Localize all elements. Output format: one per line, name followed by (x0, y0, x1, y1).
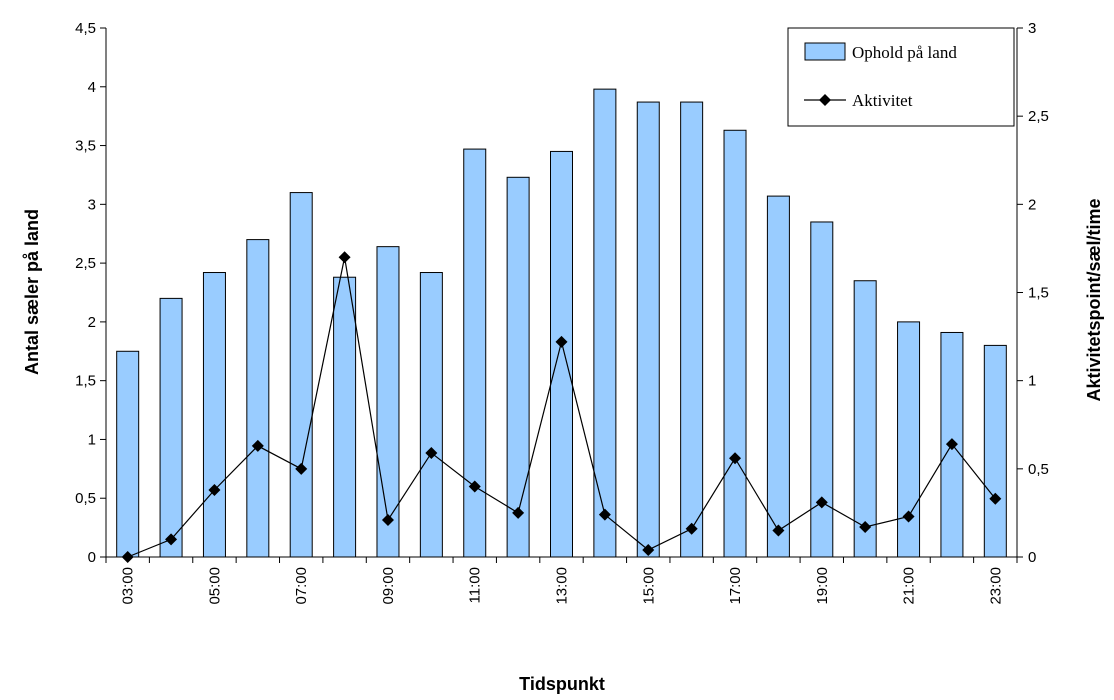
bar-05:00 (202, 272, 226, 558)
x-tick-label: 07:00 (293, 567, 310, 605)
aktivitet-point-16:00 (685, 522, 698, 535)
bar-06:00 (246, 239, 270, 558)
aktivitet-point-03:00 (121, 551, 134, 563)
bar-series (116, 88, 1007, 558)
y-tick-label: 2,5 (75, 255, 96, 272)
y2-tick-label: 1,5 (1028, 285, 1049, 302)
y-tick-label: 4 (88, 79, 96, 96)
y2-tick-label: 2,5 (1028, 108, 1049, 125)
y-axis-title: Antal sæler på land (22, 209, 42, 375)
bar-14:00 (593, 88, 617, 558)
aktivitet-point-20:00 (859, 521, 872, 534)
y-tick-label: 0,5 (75, 490, 96, 507)
y-tick-label: 2 (88, 314, 96, 331)
x-axis-title: Tidspunkt (519, 674, 605, 694)
x-tick-label: 03:00 (120, 567, 137, 605)
bar-16:00 (680, 101, 704, 558)
legend-swatch-ophold (804, 42, 846, 61)
bar-18:00 (766, 195, 790, 558)
legend-marker-aktivitet (819, 94, 831, 106)
x-tick-label: 17:00 (727, 567, 744, 605)
aktivitet-point-17:00 (729, 452, 742, 465)
aktivitet-point-14:00 (598, 508, 611, 521)
bar-17:00 (723, 129, 747, 558)
bar-23:00 (983, 344, 1007, 558)
aktivitet-point-22:00 (945, 438, 958, 451)
x-tick-label: 05:00 (206, 567, 223, 605)
y2-tick-label: 3 (1028, 20, 1036, 37)
aktivitet-point-09:00 (381, 513, 394, 526)
line-series (121, 251, 1002, 563)
aktivitet-point-13:00 (555, 335, 568, 348)
aktivitet-point-19:00 (815, 496, 828, 509)
aktivitet-point-15:00 (642, 543, 655, 556)
x-tick-label: 19:00 (814, 567, 831, 605)
y2-tick-label: 0,5 (1028, 461, 1049, 478)
aktivitet-point-11:00 (468, 480, 481, 493)
y-tick-label: 3 (88, 196, 96, 213)
x-tick-label: 15:00 (640, 567, 657, 605)
right-axis-ticks: 0 0,5 1 1,5 2 2,5 3 (1017, 20, 1049, 566)
legend: Ophold på land Aktivitet (787, 27, 1015, 127)
aktivitet-point-07:00 (295, 462, 308, 475)
bar-13:00 (550, 150, 573, 558)
x-tick-label: 13:00 (554, 567, 571, 605)
bar-04:00 (159, 297, 183, 558)
legend-label-ophold: Ophold på land (852, 43, 957, 62)
y2-tick-label: 0 (1028, 549, 1036, 566)
bar-20:00 (853, 280, 877, 558)
aktivitet-point-06:00 (251, 439, 264, 452)
aktivitet-point-10:00 (425, 446, 438, 459)
y2-axis-title: Aktivitetspoint/sæl/time (1084, 198, 1104, 401)
bar-07:00 (289, 192, 313, 558)
y-tick-label: 3,5 (75, 138, 96, 155)
x-tick-label: 09:00 (380, 567, 397, 605)
aktivitet-point-12:00 (512, 506, 525, 519)
bar-09:00 (376, 246, 400, 558)
x-tick-label: 11:00 (467, 567, 484, 603)
y2-tick-label: 2 (1028, 196, 1036, 213)
aktivitet-point-05:00 (208, 483, 221, 496)
x-tick-label: 21:00 (901, 567, 918, 605)
y-tick-label: 4,5 (75, 20, 96, 37)
bar-12:00 (506, 176, 530, 558)
y-tick-label: 1 (88, 431, 96, 448)
aktivitet-point-04:00 (165, 533, 178, 546)
y-tick-label: 0 (88, 549, 96, 566)
legend-label-aktivitet: Aktivitet (852, 91, 913, 110)
bar-03:00 (116, 350, 140, 558)
aktivitet-point-18:00 (772, 524, 785, 537)
bar-10:00 (419, 272, 443, 558)
x-tick-label: 23:00 (987, 567, 1004, 605)
aktivitet-point-21:00 (902, 510, 915, 523)
bar-15:00 (636, 101, 660, 558)
bar-11:00 (463, 148, 487, 558)
y2-tick-label: 1 (1028, 373, 1036, 390)
aktivitet-point-23:00 (989, 492, 1002, 505)
y-tick-label: 1,5 (75, 373, 96, 390)
left-axis-ticks: 0 0,5 1 1,5 2 2,5 3 3,5 4 4,5 (75, 20, 106, 566)
x-axis-ticks: 03:00 05:00 07:00 09:00 11:00 13:00 15:00 17:00… (105, 557, 1018, 605)
aktivitet-point-08:00 (338, 251, 351, 264)
bar-08:00 (333, 276, 357, 558)
